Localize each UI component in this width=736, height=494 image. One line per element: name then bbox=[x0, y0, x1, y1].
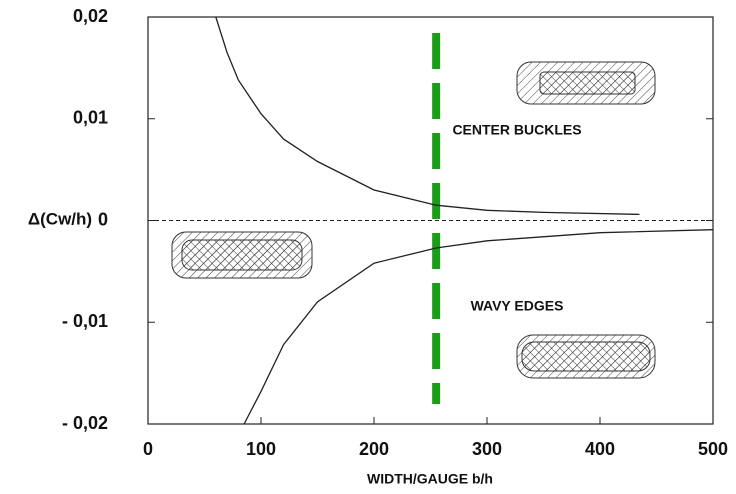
y-tick-label: - 0,02 bbox=[62, 413, 108, 433]
icon-center-buckles bbox=[516, 61, 656, 105]
x-tick-label: 200 bbox=[359, 439, 389, 459]
x-tick-label: 500 bbox=[698, 439, 728, 459]
icon-wavy-edges bbox=[516, 334, 656, 379]
x-tick-label: 300 bbox=[472, 439, 502, 459]
annotation: CENTER BUCKLES bbox=[452, 122, 581, 138]
curve bbox=[243, 229, 714, 425]
annotation: WAVY EDGES bbox=[471, 298, 564, 314]
x-tick-label: 400 bbox=[585, 439, 615, 459]
y-tick-label: 0 bbox=[98, 209, 108, 229]
x-tick-label: 100 bbox=[246, 439, 276, 459]
x-axis-label: WIDTH/GAUGE b/h bbox=[367, 471, 493, 487]
x-tick-label: 0 bbox=[143, 439, 153, 459]
y-tick-label: 0,01 bbox=[73, 108, 108, 128]
y-tick-label: 0,02 bbox=[73, 6, 108, 26]
curve bbox=[215, 16, 640, 216]
y-tick-label: - 0,01 bbox=[62, 311, 108, 331]
icon-neutral bbox=[171, 231, 313, 279]
y-axis-label: Δ(Cw/h) bbox=[28, 209, 92, 228]
